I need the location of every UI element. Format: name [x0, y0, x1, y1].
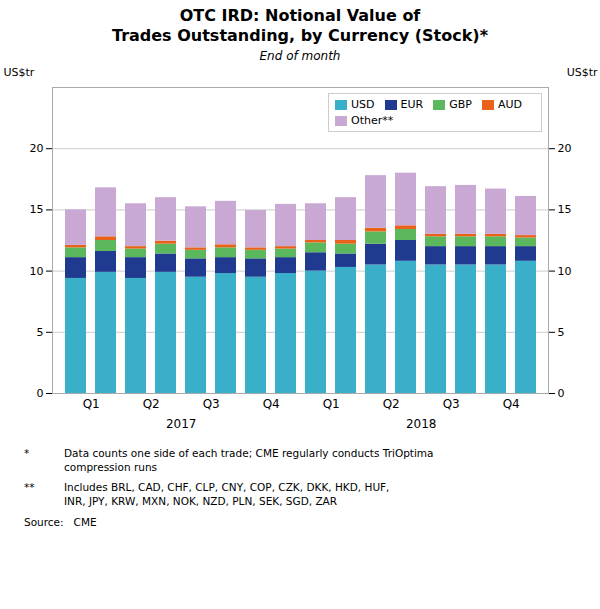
svg-text:15: 15 [558, 203, 572, 216]
html-text:End of month: End of month [259, 49, 341, 63]
html-text:Source: CME: Source: CME [24, 515, 97, 528]
svg-text:10: 10 [558, 265, 572, 278]
svg-text:20: 20 [30, 142, 44, 155]
svg-text:15: 15 [30, 203, 44, 216]
svg-text:2017: 2017 [166, 417, 197, 431]
html-text:USD: USD [351, 98, 375, 111]
svg-text:0: 0 [558, 387, 565, 400]
html-text:GBP: GBP [449, 98, 472, 111]
svg-text:US$tr: US$tr [4, 66, 35, 79]
svg-text:Q1: Q1 [83, 397, 100, 411]
svg-text:US$tr: US$tr [567, 66, 598, 79]
svg-text:Q3: Q3 [443, 397, 460, 411]
svg-text:5: 5 [37, 326, 44, 339]
svg-text:10: 10 [30, 265, 44, 278]
html-text:Data counts one side of each t: Data counts one side of each trade; CME … [64, 447, 434, 473]
svg-text:20: 20 [558, 142, 572, 155]
html-text:OTC IRD: Notional Value of Tra: OTC IRD: Notional Value of Trades Outsta… [112, 6, 488, 45]
html-text:AUD: AUD [497, 98, 522, 111]
svg-text:Q3: Q3 [203, 397, 220, 411]
svg-text:Q2: Q2 [143, 397, 160, 411]
html-text:Includes BRL, CAD, CHF, CLP, C: Includes BRL, CAD, CHF, CLP, CNY, COP, C… [64, 481, 390, 507]
svg-text:5: 5 [558, 326, 565, 339]
html-text:Other**: Other** [351, 114, 394, 127]
html-text:EUR: EUR [400, 98, 424, 111]
svg-text:0: 0 [37, 387, 44, 400]
svg-text:Q2: Q2 [383, 397, 400, 411]
svg-text:2018: 2018 [406, 417, 437, 431]
svg-text:Q1: Q1 [323, 397, 340, 411]
svg-text:Q4: Q4 [263, 397, 280, 411]
svg-text:Q4: Q4 [503, 397, 520, 411]
